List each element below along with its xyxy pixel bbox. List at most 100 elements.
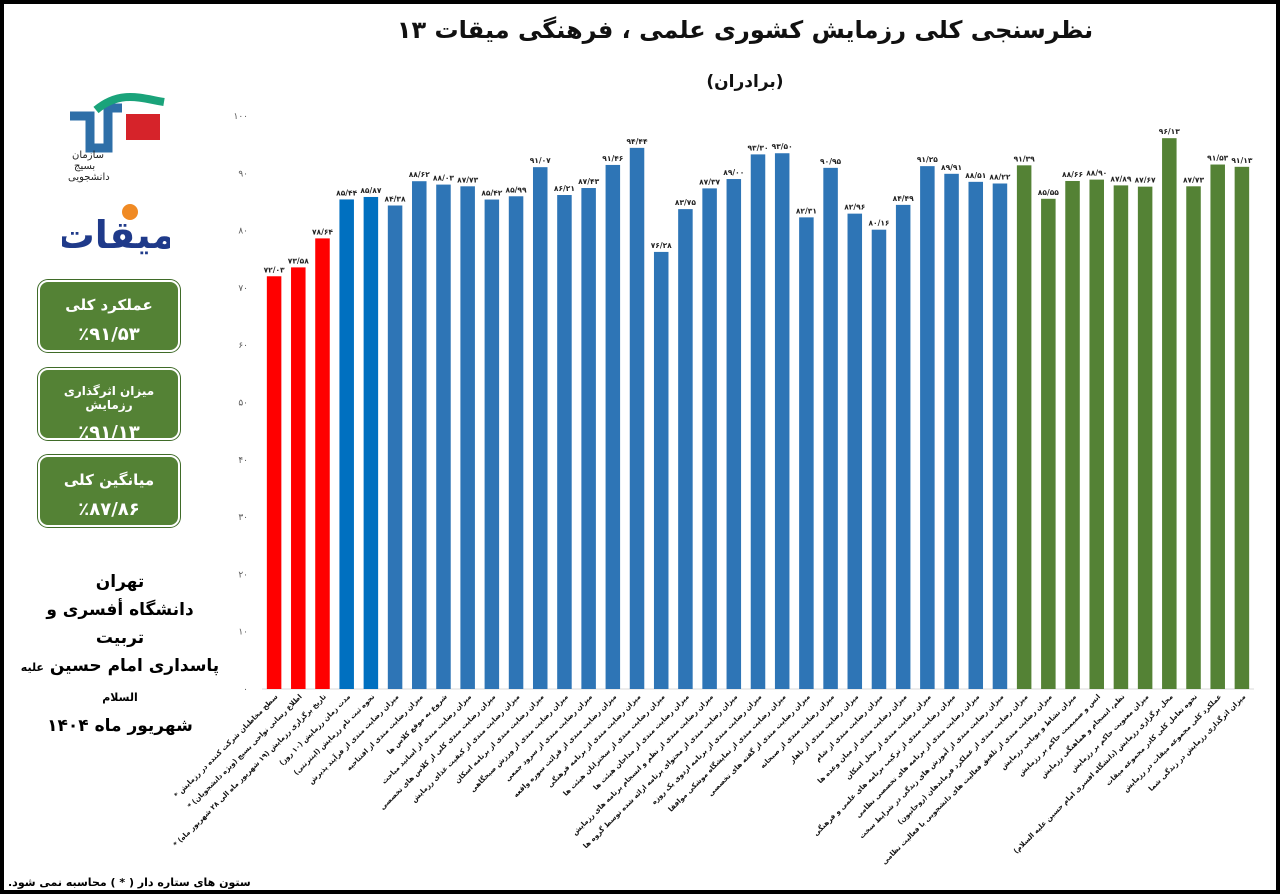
bar-value-label: ۷۶/۲۸ xyxy=(651,241,672,250)
x-tick-label: محل برگزاری رزمایش (دانشگاه افسری امام ح… xyxy=(1011,692,1174,855)
bar xyxy=(750,154,766,690)
bar xyxy=(920,166,935,689)
x-tick-label: میزان رضایت مندی از اساتید مباحث xyxy=(380,693,473,786)
y-tick-label: ۹۰ xyxy=(238,169,248,179)
miqat-logo: میقات xyxy=(62,204,170,257)
bar xyxy=(968,181,984,689)
bar-value-label: ۹۱/۲۵ xyxy=(917,155,938,164)
bar-value-label: ۸۸/۶۲ xyxy=(409,170,430,179)
bar-value-label: ۹۴/۴۴ xyxy=(626,137,647,146)
bar-value-label: ۸۴/۳۸ xyxy=(385,195,406,204)
chart-title: نظرسنجی کلی رزمایش کشوری علمی ، فرهنگی م… xyxy=(396,16,1094,44)
bar-value-label: ۸۷/۶۷ xyxy=(1135,176,1156,185)
bar-value-label: ۷۲/۰۳ xyxy=(264,265,285,274)
bar-value-label: ۸۹/۹۱ xyxy=(941,163,962,172)
bar-value-label: ۸۰/۱۶ xyxy=(868,219,889,228)
x-tick-label: میزان رضایت مندی از میان وعده ها xyxy=(816,693,908,785)
y-tick-label: ۲۰ xyxy=(238,570,248,580)
bar xyxy=(605,164,621,689)
x-tick-label: اطلاع رسانی نواحی بسیج (ویژه دانشجویان) … xyxy=(186,693,303,810)
bar-value-label: ۸۵/۹۹ xyxy=(506,185,527,194)
bar xyxy=(460,186,475,689)
bar xyxy=(1186,186,1201,689)
bar-value-label: ۸۲/۹۶ xyxy=(844,203,865,212)
y-tick-label: ۱۰ xyxy=(238,628,248,638)
y-tick-label: ۷۰ xyxy=(238,284,248,294)
bar xyxy=(508,196,524,690)
bar-value-label: ۸۷/۳۷ xyxy=(699,177,720,186)
bar xyxy=(702,188,717,689)
bar-value-label: ۸۳/۷۵ xyxy=(675,198,696,207)
summary-box-average-value: ٪۸۷/۸۶ xyxy=(78,499,140,520)
bar xyxy=(339,199,354,689)
bar xyxy=(315,238,330,689)
x-tick-label: سطح مخاطبان شرکت کننده در رزمایش * xyxy=(173,693,280,800)
bar xyxy=(799,217,814,689)
location-date: شهریور ماه ۱۴۰۴ xyxy=(47,716,193,736)
bar xyxy=(895,204,911,689)
bar xyxy=(847,213,863,689)
bar-value-label: ۸۸/۰۳ xyxy=(433,174,454,183)
bar xyxy=(726,179,742,689)
bar xyxy=(387,205,403,689)
bar xyxy=(436,184,451,689)
summary-box-average-label: میانگین کلی xyxy=(63,471,155,489)
bar xyxy=(871,229,887,689)
bar-value-label: ۸۵/۴۲ xyxy=(481,189,502,198)
bar xyxy=(629,147,645,690)
bar xyxy=(363,196,379,689)
basij-logo-swoosh xyxy=(93,93,165,114)
basij-logo-line3: دانشجویی xyxy=(68,172,110,183)
bar-value-label: ۸۲/۳۱ xyxy=(796,206,817,215)
summary-box-impact-label: میزان اثرگذاری رزمایش xyxy=(63,384,155,412)
summary-box-impact: میزان اثرگذاری رزمایش ٪۹۱/۱۳ xyxy=(38,368,180,443)
y-tick-label: ۵۰ xyxy=(238,399,248,409)
x-tick-label: میزان رضایت مندی از محتوای برنامه ارائه … xyxy=(581,692,739,850)
bar xyxy=(1234,166,1250,690)
bar-value-label: ۹۱/۰۷ xyxy=(530,156,551,165)
bar-value-label: ۸۸/۵۱ xyxy=(965,171,986,180)
bar xyxy=(653,251,669,690)
chart-subtitle: (برادران) xyxy=(706,72,784,92)
bar-value-label: ۸۷/۸۹ xyxy=(1110,174,1131,183)
y-tick-label: ۳۰ xyxy=(238,513,248,523)
location-line2-wrap: پاسداری امام حسین علیه السلام xyxy=(20,652,220,712)
bar xyxy=(1113,185,1129,689)
basij-logo: سازمان بسیج دانشجویی xyxy=(68,93,165,183)
bar xyxy=(1210,164,1225,690)
summary-box-overall-value: ٪۹۱/۵۳ xyxy=(78,324,140,345)
location-line2: پاسداری امام حسین xyxy=(49,656,220,676)
location-line1: دانشگاه أفسری و تربیت xyxy=(46,600,194,648)
bar-value-label: ۸۵/۸۷ xyxy=(360,186,381,195)
bar xyxy=(1041,198,1056,689)
miqat-logo-text: میقات xyxy=(62,213,170,257)
bar xyxy=(266,276,282,689)
x-tick-label: میزان رضایت مندی از سرود جمعی xyxy=(504,693,594,783)
footnote: ستون های ستاره دار ( * ) محاسبه نمی شود. xyxy=(8,876,251,889)
bar-value-label: ۷۳/۵۸ xyxy=(288,256,309,265)
summary-box-average: میانگین کلی ٪۸۷/۸۶ xyxy=(38,455,180,527)
bar-value-label: ۹۰/۹۵ xyxy=(820,157,841,166)
summary-box-overall: عملکرد کلی ٪۹۱/۵۳ xyxy=(38,280,180,352)
bar-value-label: ۹۱/۵۳ xyxy=(1207,154,1228,163)
bar xyxy=(557,195,572,689)
bars xyxy=(266,138,1250,690)
bar-value-label: ۸۷/۷۳ xyxy=(1183,175,1204,184)
bar-value-label: ۸۶/۲۱ xyxy=(554,184,575,193)
summary-box-overall-label: عملکرد کلی xyxy=(65,296,153,314)
bar-value-label: ۸۷/۴۳ xyxy=(578,177,599,186)
bar-value-label: ۸۸/۶۶ xyxy=(1062,170,1083,179)
bar xyxy=(992,183,1008,690)
bar xyxy=(823,167,838,689)
y-tick-label: ۰ xyxy=(243,685,248,695)
x-labels: سطح مخاطبان شرکت کننده در رزمایش *اطلاع … xyxy=(171,692,1247,866)
bar xyxy=(774,153,790,689)
bar xyxy=(944,173,959,690)
summary-box-impact-value: ٪۹۱/۱۳ xyxy=(78,422,140,443)
bar xyxy=(1065,180,1080,689)
x-tick-label: تاریخ برگزاری رزمایش (۱۹ شهریور ماه الی … xyxy=(171,692,328,849)
bar xyxy=(484,199,500,689)
bar-value-label: ۸۷/۷۳ xyxy=(457,175,478,184)
